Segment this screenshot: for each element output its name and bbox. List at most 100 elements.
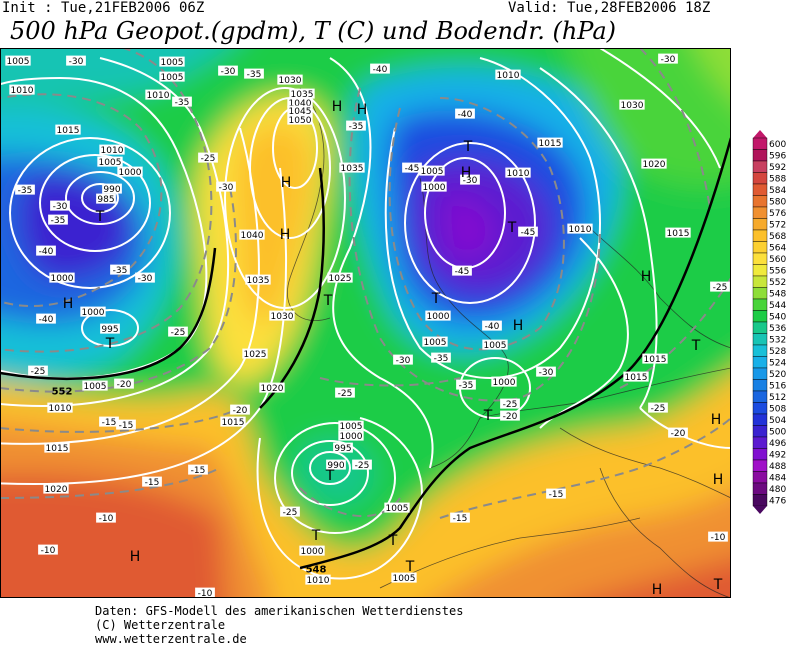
svg-text:H: H [513, 318, 524, 334]
svg-text:-15: -15 [145, 478, 160, 488]
isobar-label: 1040 [287, 97, 313, 109]
legend-value: 556 [769, 266, 786, 276]
svg-text:-45: -45 [455, 267, 470, 277]
isotherm-label: -10 [708, 531, 728, 543]
isotherm-label: -25 [500, 398, 520, 410]
svg-text:-35: -35 [349, 122, 364, 132]
isotherm-label: -30 [50, 200, 70, 212]
svg-text:H: H [711, 412, 722, 428]
high-pressure-center: H [281, 175, 292, 191]
legend-swatch [752, 264, 768, 277]
svg-text:1015: 1015 [57, 126, 80, 136]
isobar-label: 1010 [505, 167, 531, 179]
isotherm-label: -30 [658, 53, 678, 65]
svg-text:-25: -25 [713, 283, 728, 293]
svg-text:1005: 1005 [393, 574, 416, 584]
svg-text:T: T [311, 528, 321, 544]
svg-text:-25: -25 [283, 508, 298, 518]
svg-text:-25: -25 [31, 367, 46, 377]
legend-value: 576 [769, 209, 786, 219]
legend-value: 504 [769, 416, 786, 426]
legend-value: 488 [769, 462, 786, 472]
svg-text:1030: 1030 [621, 101, 644, 111]
legend-value: 596 [769, 151, 786, 161]
low-pressure-center: T [431, 291, 441, 307]
legend-value: 600 [769, 140, 786, 150]
legend-value: 552 [769, 278, 786, 288]
svg-text:1005: 1005 [161, 73, 184, 83]
low-pressure-center: T [713, 577, 723, 593]
high-pressure-center: H [332, 99, 343, 115]
isotherm-label: -35 [346, 120, 366, 132]
svg-text:1010: 1010 [101, 146, 124, 156]
legend-swatch [752, 459, 768, 472]
legend-swatch [752, 333, 768, 346]
legend-swatch [752, 229, 768, 242]
legend-swatch [752, 448, 768, 461]
legend-value: 536 [769, 324, 786, 334]
legend-swatch [752, 206, 768, 219]
legend-arrow-bottom [753, 506, 767, 514]
isotherm-label: -45 [452, 265, 472, 277]
isotherm-label: -25 [648, 402, 668, 414]
isotherm-label: -10 [38, 544, 58, 556]
svg-text:-20: -20 [233, 406, 248, 416]
isobar-label: 1035 [289, 88, 315, 100]
map-title: 500 hPa Geopot.(gpdm), T (C) und Bodendr… [10, 17, 617, 45]
high-pressure-center: H [357, 102, 368, 118]
legend-value: 540 [769, 312, 786, 322]
website-link[interactable]: www.wetterzentrale.de [95, 632, 247, 646]
isotherm-label: -25 [28, 365, 48, 377]
isotherm-label: -10 [96, 512, 116, 524]
isobar-label: 1005 [419, 165, 445, 177]
isotherm-label: -30 [218, 65, 238, 77]
svg-text:1005: 1005 [7, 57, 30, 67]
legend-value: 512 [769, 393, 786, 403]
isotherm-label: -35 [456, 379, 476, 391]
svg-text:H: H [461, 165, 472, 181]
geopotential-labels: 552 548 [52, 387, 327, 576]
isobar-label: 1015 [44, 442, 70, 454]
isobar-label: 1005 [338, 420, 364, 432]
svg-text:1020: 1020 [643, 160, 666, 170]
low-pressure-center: T [388, 533, 398, 549]
svg-text:1005: 1005 [161, 58, 184, 68]
svg-text:1000: 1000 [340, 432, 363, 442]
legend-value: 484 [769, 473, 786, 483]
isotherm-label: -20 [500, 410, 520, 422]
isobar-label: 990 [326, 459, 346, 471]
low-pressure-center: T [311, 528, 321, 544]
svg-text:1025: 1025 [329, 274, 352, 284]
svg-text:-10: -10 [198, 589, 213, 598]
high-pressure-center: H [63, 296, 74, 312]
svg-text:-30: -30 [661, 55, 676, 65]
isotherm-label: -30 [66, 55, 86, 67]
svg-text:1000: 1000 [427, 312, 450, 322]
svg-text:-35: -35 [434, 354, 449, 364]
isobar-label: 1025 [327, 272, 353, 284]
svg-text:1020: 1020 [261, 384, 284, 394]
legend-value: 516 [769, 381, 786, 391]
svg-text:-35: -35 [51, 216, 66, 226]
legend-swatch [752, 482, 768, 495]
svg-text:T: T [463, 139, 473, 155]
svg-text:1015: 1015 [222, 418, 245, 428]
svg-text:H: H [130, 549, 141, 565]
isobar-label: 1020 [641, 158, 667, 170]
legend-swatch [752, 402, 768, 415]
isotherm-label: -45 [402, 162, 422, 174]
svg-text:-40: -40 [39, 315, 54, 325]
svg-text:-25: -25 [503, 400, 518, 410]
legend-value: 548 [769, 289, 786, 299]
color-scale-legend: 6005965925885845805765725685645605565525… [752, 130, 786, 514]
svg-text:-35: -35 [18, 186, 33, 196]
legend-swatch [752, 471, 768, 484]
svg-text:-10: -10 [99, 514, 114, 524]
isobar-label: 1010 [9, 84, 35, 96]
legend-value: 580 [769, 197, 786, 207]
isobar-label: 1005 [82, 380, 108, 392]
svg-text:-10: -10 [41, 546, 56, 556]
isobar-label: 1050 [287, 114, 313, 126]
legend-value: 508 [769, 404, 786, 414]
